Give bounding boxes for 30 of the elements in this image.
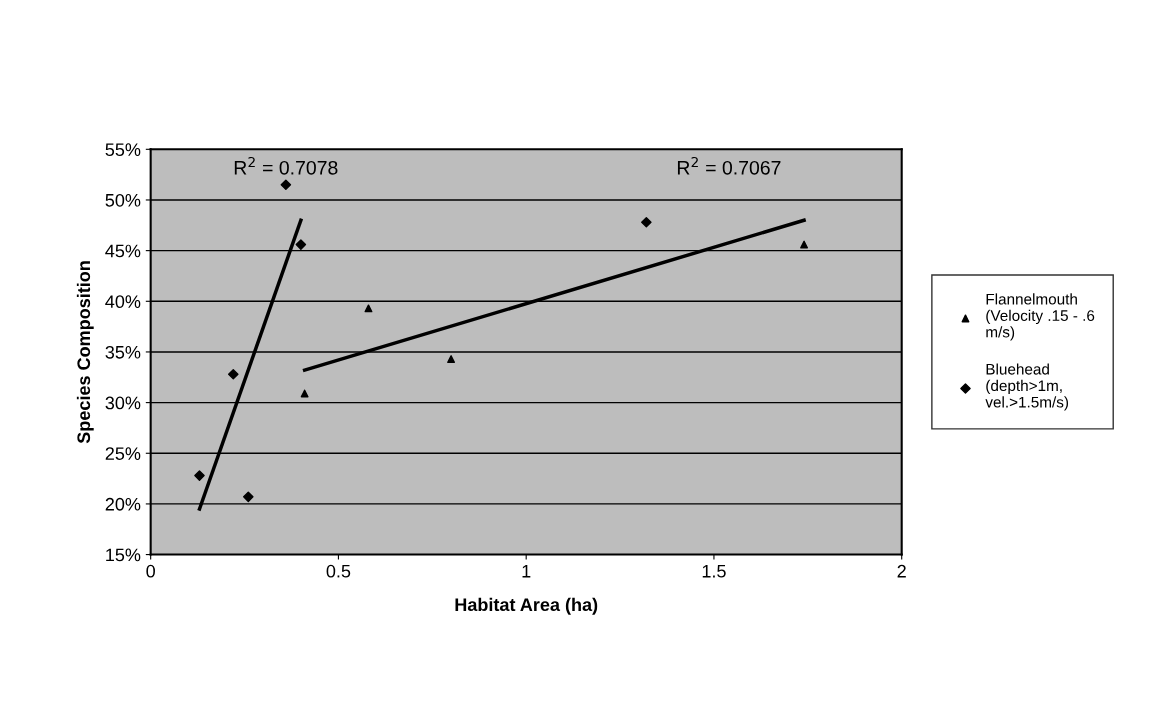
point	[300, 389, 309, 398]
legend-label: Bluehead (depth>1m, vel.>1.5m/s)	[985, 363, 1069, 411]
y-tick-label: 25%	[105, 447, 141, 460]
point	[295, 239, 307, 250]
point	[194, 470, 205, 481]
x-tick-label: 1.5	[702, 564, 726, 578]
point	[800, 240, 809, 249]
point	[280, 179, 292, 191]
x-tick-label: 2	[897, 564, 906, 578]
x-tick-label: 0	[146, 564, 155, 578]
point	[447, 355, 456, 363]
annotation: R$^{2}$ = 0.7078	[234, 156, 338, 175]
y-tick-label: 50%	[105, 193, 141, 207]
y-tick-label: 45%	[105, 244, 141, 258]
y-axis-title: Species Composition	[76, 261, 94, 444]
point	[364, 304, 373, 313]
x-axis-title: Habitat Area (ha)	[455, 597, 598, 615]
y-tick-label: 30%	[105, 396, 141, 410]
y-tick-label: 40%	[105, 295, 141, 309]
point	[641, 216, 652, 228]
y-tick-label: 55%	[105, 143, 141, 157]
legend-label: Flannelmouth (Velocity .15 - .6 m/s)	[986, 293, 1095, 341]
annotation: R$^{2}$ = 0.7067	[677, 156, 781, 175]
y-tick-label: 20%	[105, 497, 141, 511]
x-tick-label: 1	[522, 564, 531, 578]
point	[227, 368, 239, 380]
y-tick-label: 35%	[105, 345, 141, 359]
x-tick-label: 0.5	[326, 564, 351, 578]
y-tick-label: 15%	[106, 548, 141, 562]
point	[243, 491, 254, 503]
